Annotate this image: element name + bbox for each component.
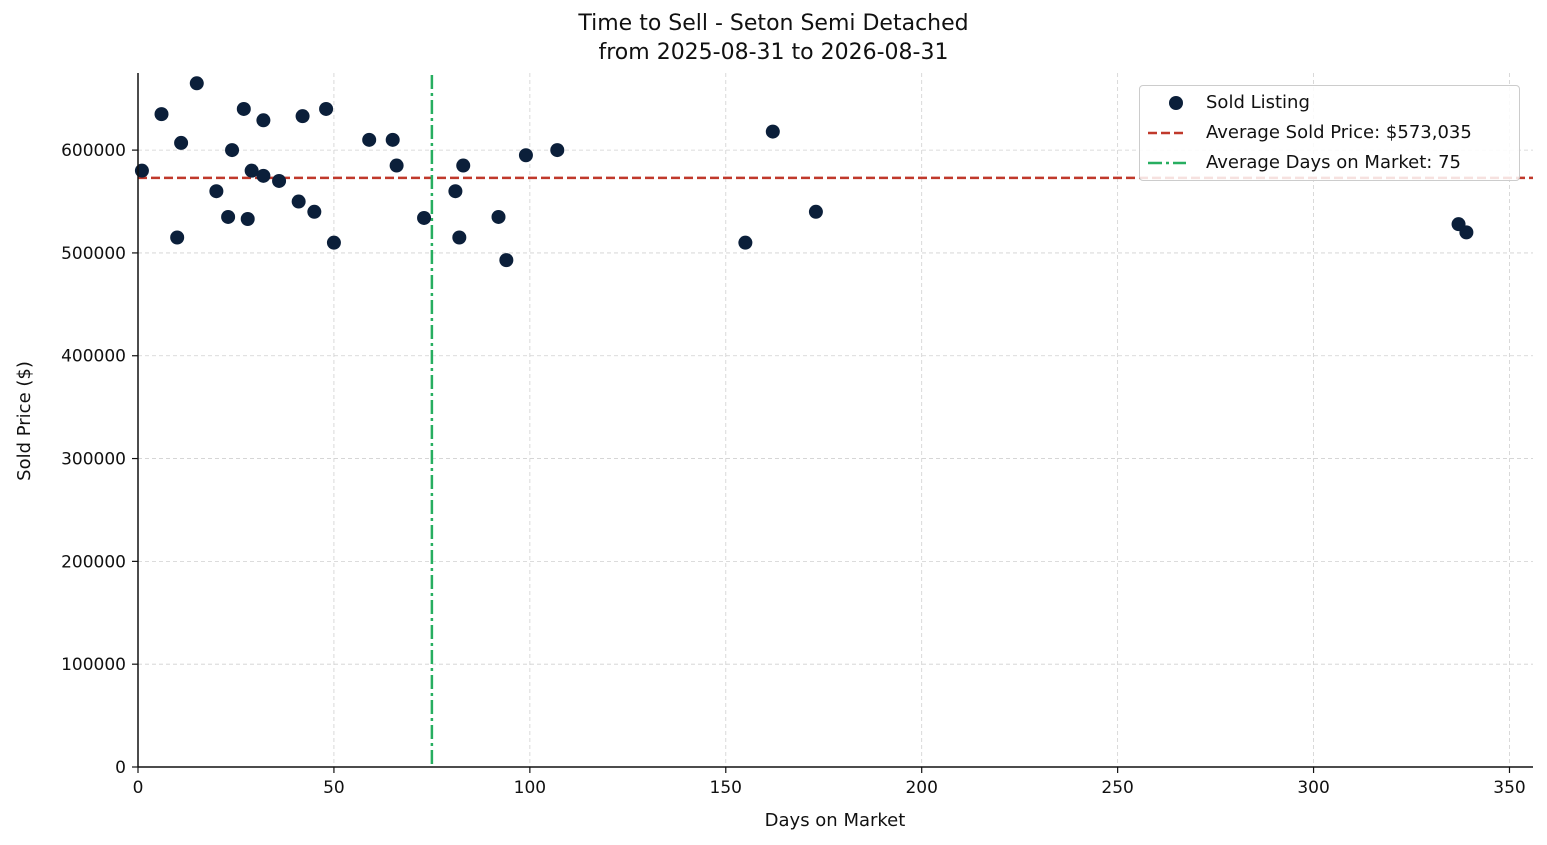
legend: Sold Listing Average Sold Price: $573,03…	[1139, 85, 1520, 181]
data-point	[256, 168, 271, 183]
data-point	[765, 124, 780, 139]
y-tick-label: 600000	[61, 141, 126, 161]
data-point	[738, 235, 753, 250]
data-point	[295, 109, 310, 124]
y-axis-label: Sold Price ($)	[14, 361, 35, 481]
tick-labels: 0 50 100 150 200 250 300 350 0 100000 200000 300000…	[61, 141, 1526, 798]
x-tick-label: 350	[1493, 778, 1525, 798]
grid-lines	[137, 73, 1533, 768]
y-tick-label: 0	[115, 758, 126, 778]
data-point	[244, 163, 259, 178]
data-point	[240, 211, 255, 226]
legend-label-average-price: Average Sold Price: $573,035	[1206, 122, 1472, 143]
data-point	[170, 230, 185, 245]
data-point	[491, 209, 506, 224]
x-tick-label: 200	[905, 778, 937, 798]
data-point	[456, 158, 471, 173]
data-point	[225, 143, 240, 158]
data-point	[319, 101, 334, 116]
axes	[132, 73, 1533, 773]
data-points	[134, 76, 1474, 268]
legend-label-average-days: Average Days on Market: 75	[1206, 152, 1461, 173]
data-point	[189, 76, 204, 91]
x-tick-label: 250	[1101, 778, 1133, 798]
legend-item-average-price: Average Sold Price: $573,035	[1140, 121, 1519, 145]
data-point	[221, 209, 236, 224]
x-axis-label: Days on Market	[765, 810, 906, 831]
data-point	[236, 101, 251, 116]
data-point	[499, 253, 514, 268]
x-tick-label: 300	[1297, 778, 1329, 798]
data-point	[307, 204, 322, 219]
chart-title: Time to Sell - Seton Semi Detached	[578, 11, 969, 36]
data-point	[272, 173, 287, 188]
data-point	[362, 132, 377, 147]
legend-marker-dashdot-line	[1148, 161, 1186, 165]
y-tick-label: 500000	[61, 244, 126, 264]
data-point	[134, 163, 149, 178]
data-point	[452, 230, 467, 245]
legend-item-sold-listing: Sold Listing	[1140, 91, 1519, 115]
x-tick-label: 0	[133, 778, 144, 798]
data-point	[518, 148, 533, 163]
x-tick-label: 150	[710, 778, 742, 798]
y-tick-label: 300000	[61, 450, 126, 470]
data-point	[291, 194, 306, 209]
legend-label-sold-listing: Sold Listing	[1206, 92, 1310, 113]
data-point	[448, 184, 463, 199]
y-tick-label: 400000	[61, 347, 126, 367]
legend-marker-dot	[1169, 96, 1183, 110]
y-tick-label: 100000	[61, 655, 126, 675]
data-point	[174, 135, 189, 150]
legend-marker-dashed-line	[1148, 131, 1186, 135]
data-point	[550, 143, 565, 158]
x-tick-label: 100	[514, 778, 546, 798]
data-point	[417, 210, 432, 225]
data-point	[209, 184, 224, 199]
x-tick-label: 50	[323, 778, 345, 798]
data-point	[154, 107, 169, 122]
y-tick-label: 200000	[61, 552, 126, 572]
legend-item-average-days: Average Days on Market: 75	[1140, 151, 1519, 175]
data-point	[389, 158, 404, 173]
data-point	[1459, 225, 1474, 240]
data-point	[385, 132, 400, 147]
data-point	[808, 204, 823, 219]
chart-subtitle: from 2025-08-31 to 2026-08-31	[598, 40, 949, 65]
data-point	[326, 235, 341, 250]
data-point	[256, 113, 271, 128]
